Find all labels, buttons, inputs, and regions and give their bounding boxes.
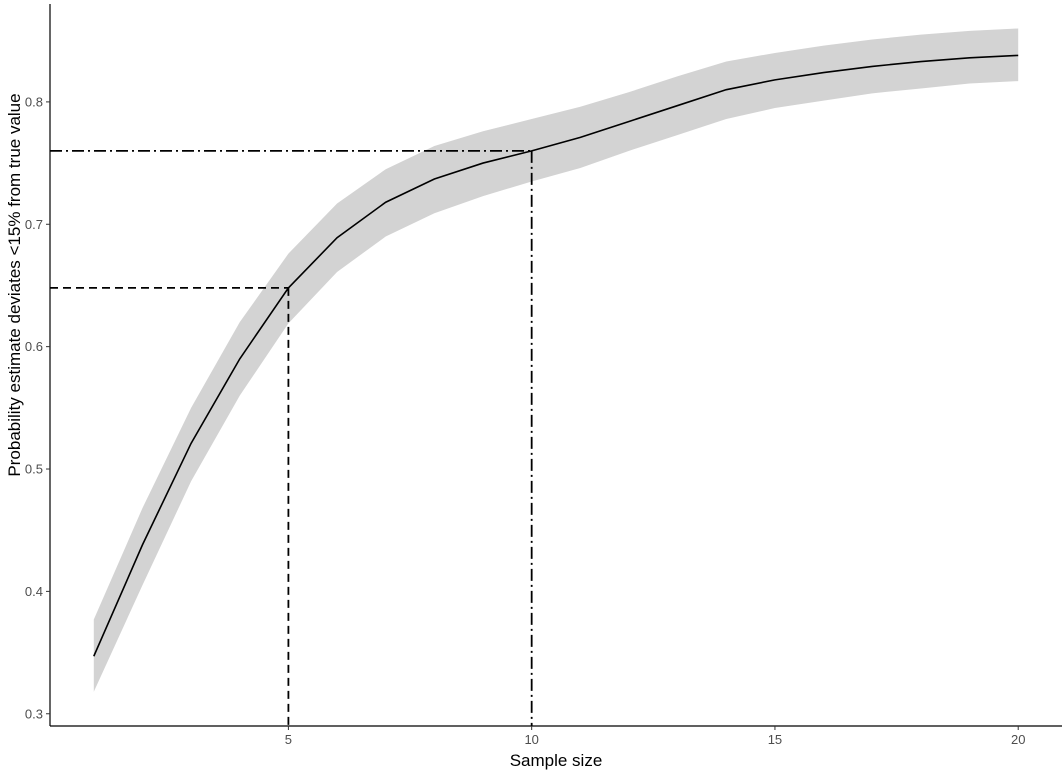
x-tick-label: 20 — [1011, 732, 1025, 747]
ticks-layer: 5 10 15 20 0.3 0.4 0.5 0.6 0.7 0.8 — [25, 94, 1026, 747]
x-axis-title: Sample size — [510, 751, 603, 770]
confidence-band — [93, 28, 1019, 692]
confidence-band-layer — [93, 28, 1019, 692]
x-tick-label: 15 — [768, 732, 782, 747]
y-axis-title: Probability estimate deviates <15% from … — [5, 93, 24, 476]
y-tick-label: 0.3 — [25, 706, 43, 721]
x-tick-label: 10 — [524, 732, 538, 747]
reference-lines-layer — [50, 149, 533, 726]
series-line — [93, 54, 1019, 657]
y-tick-label: 0.6 — [25, 339, 43, 354]
series-line-layer — [93, 54, 1019, 657]
y-tick-label: 0.5 — [25, 462, 43, 477]
x-tick-label: 5 — [285, 732, 292, 747]
y-tick-label: 0.7 — [25, 217, 43, 232]
axes-layer — [49, 4, 1062, 727]
y-tick-label: 0.8 — [25, 94, 43, 109]
y-tick-label: 0.4 — [25, 584, 43, 599]
